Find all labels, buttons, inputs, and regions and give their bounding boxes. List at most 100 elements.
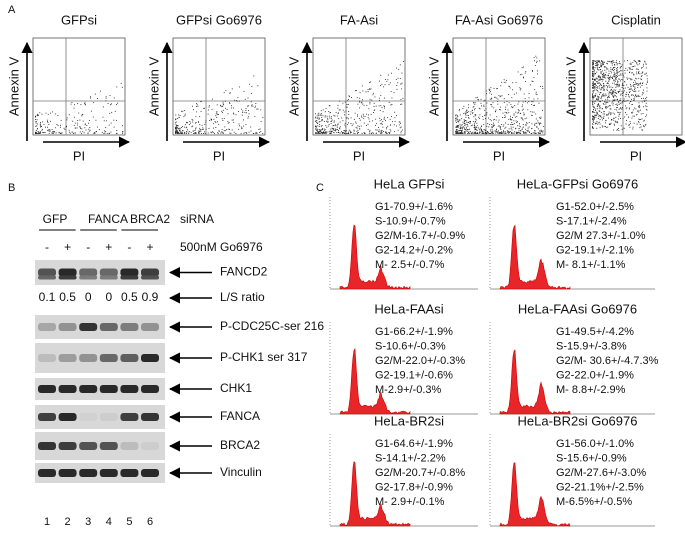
dot [468, 121, 470, 123]
lane-number: 4 [106, 516, 112, 528]
dot [639, 127, 641, 129]
dot [511, 129, 513, 131]
dot [179, 128, 181, 129]
dot [398, 124, 400, 126]
dot [646, 114, 647, 116]
dot [349, 96, 350, 98]
dot [597, 66, 599, 68]
dot [516, 131, 518, 133]
dot [534, 125, 536, 127]
dot [330, 130, 332, 132]
dot [180, 132, 182, 134]
dot [352, 123, 354, 125]
dot [360, 115, 362, 117]
dot [192, 130, 194, 132]
dot [54, 113, 56, 115]
dot [608, 86, 610, 88]
treatment-sign: + [64, 240, 71, 254]
dot [473, 116, 475, 118]
blot-label: BRCA2 [220, 438, 260, 452]
dot [633, 84, 635, 85]
dot [180, 131, 182, 133]
dot [468, 104, 470, 106]
dot [84, 103, 86, 105]
dot [620, 70, 622, 72]
dot [175, 124, 177, 126]
dot [522, 131, 524, 133]
dot [504, 132, 506, 134]
dot [251, 105, 252, 107]
dot [608, 91, 610, 93]
dot [79, 127, 81, 129]
dot [238, 128, 240, 130]
dot [196, 103, 198, 104]
dot [463, 131, 465, 133]
dot [320, 129, 322, 131]
dot [638, 106, 640, 108]
dot [105, 96, 107, 98]
dot [611, 102, 613, 104]
dot [613, 123, 615, 125]
dot [473, 132, 475, 134]
dot [537, 73, 539, 75]
dot [329, 132, 331, 134]
dot [254, 107, 256, 109]
dot [626, 77, 628, 79]
dot [518, 125, 520, 127]
dot [641, 118, 643, 120]
dot [526, 121, 528, 123]
dot [327, 125, 329, 127]
dot [216, 111, 218, 113]
dot [634, 89, 635, 91]
dot [211, 108, 213, 110]
dot [634, 96, 636, 98]
dot [389, 118, 391, 120]
dot [252, 105, 254, 107]
dot [490, 104, 492, 106]
dot [390, 124, 392, 126]
dot [482, 130, 484, 132]
dot [612, 104, 614, 106]
dot [508, 111, 510, 113]
dot [616, 67, 618, 69]
dot [515, 127, 517, 129]
dot [504, 127, 506, 129]
dot [508, 118, 510, 120]
dot [459, 132, 461, 134]
dot [605, 99, 607, 101]
dot [214, 121, 216, 123]
dot [607, 117, 609, 119]
dot [540, 117, 542, 119]
dot [485, 90, 487, 92]
band [99, 385, 118, 393]
dot [602, 93, 604, 95]
dot [592, 126, 593, 128]
dot [531, 114, 533, 116]
dot [500, 132, 502, 134]
dot [374, 109, 376, 111]
dot [465, 116, 467, 118]
dot [501, 81, 503, 83]
band [141, 323, 159, 331]
dot [107, 103, 109, 104]
dot [459, 108, 461, 110]
sirna-group: FANCA [88, 212, 128, 226]
x-axis-label: PI [73, 148, 85, 163]
dot [508, 102, 510, 104]
dot [639, 73, 641, 75]
dot [519, 123, 520, 125]
dot [342, 120, 344, 122]
dot [606, 115, 608, 117]
dot [597, 63, 599, 65]
dot [251, 104, 253, 106]
dot [494, 96, 496, 98]
dot [249, 83, 250, 85]
dot [455, 117, 457, 119]
dot [333, 114, 335, 116]
dot [607, 74, 609, 76]
dot [523, 93, 525, 95]
dot [638, 71, 640, 73]
dot [382, 111, 384, 113]
dot [228, 102, 230, 104]
dot [362, 103, 364, 105]
